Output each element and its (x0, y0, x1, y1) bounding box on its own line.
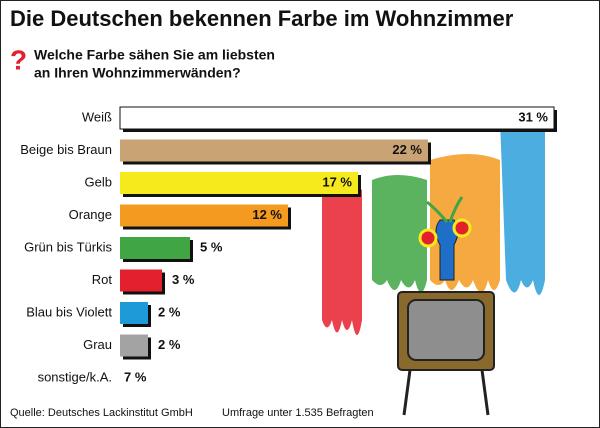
illustration (322, 116, 545, 416)
chart-title: Die Deutschen bekennen Farbe im Wohnzimm… (10, 6, 514, 31)
category-label: sonstige/k.A. (38, 369, 112, 384)
bar (120, 172, 358, 194)
note: Umfrage unter 1.535 Befragten (222, 407, 374, 419)
category-label: Weiß (82, 109, 112, 124)
bar (120, 237, 190, 259)
value-label: 2 % (158, 337, 181, 352)
category-label: Rot (92, 272, 113, 287)
value-label: 12 % (252, 207, 282, 222)
bar (119, 106, 555, 130)
category-label: Gelb (85, 174, 112, 189)
bar (120, 269, 162, 292)
value-label: 22 % (392, 142, 422, 157)
value-label: 7 % (124, 369, 147, 384)
bar (120, 334, 148, 357)
subtitle-line: Welche Farbe sähen Sie am liebsten (34, 47, 275, 63)
value-label: 3 % (172, 272, 195, 287)
category-label: Blau bis Violett (26, 304, 112, 319)
category-label: Beige bis Braun (20, 142, 112, 157)
value-label: 2 % (158, 304, 181, 319)
bar (120, 302, 148, 324)
category-label: Grün bis Türkis (24, 239, 112, 254)
category-label: Grau (83, 337, 112, 352)
value-label: 31 % (518, 109, 548, 124)
source: Quelle: Deutsches Lackinstitut GmbH (10, 407, 193, 419)
value-label: 17 % (322, 174, 352, 189)
bar (120, 139, 428, 162)
question-icon: ? (10, 44, 27, 75)
category-label: Orange (69, 207, 112, 222)
value-label: 5 % (200, 239, 223, 254)
bar (120, 204, 288, 227)
subtitle-line: an Ihren Wohnzimmerwänden? (34, 65, 241, 81)
